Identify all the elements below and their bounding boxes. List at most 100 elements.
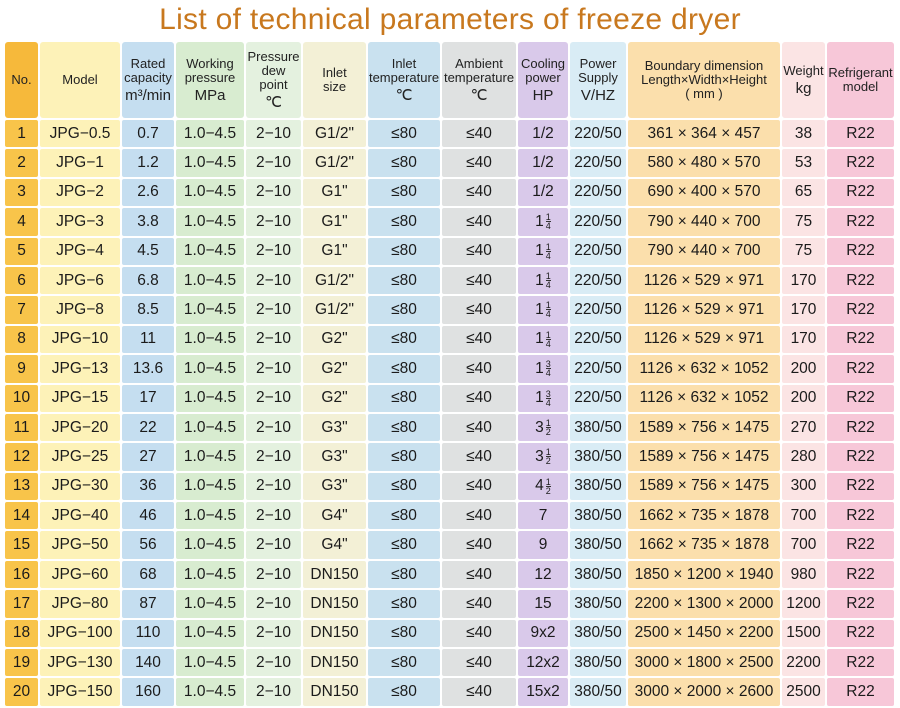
table-cell: R22 — [827, 120, 894, 148]
table-cell: 22 — [122, 413, 174, 442]
table-cell: R22 — [827, 531, 894, 559]
table-cell: ≤40 — [442, 649, 516, 677]
column-header-text: dew — [261, 63, 286, 78]
table-cell: DN150 — [303, 590, 366, 618]
column-header-text: Working — [186, 56, 234, 71]
column-header-unit: m³/min — [125, 87, 171, 104]
table-cell: 53 — [782, 149, 825, 177]
table-cell: 200 — [782, 384, 825, 412]
table-cell: JPG−6 — [40, 266, 120, 295]
table-cell: 110 — [122, 619, 174, 648]
table-cell: 2−10 — [246, 325, 301, 354]
table-cell: ≤40 — [442, 325, 516, 354]
table-cell: 2.6 — [122, 178, 174, 207]
column-header-unit: ℃ — [470, 87, 488, 104]
table-cell: ≤80 — [368, 619, 440, 648]
table-row: 14 JPG−40 46 1.0−4.5 2−10 G4" ≤80 ≤40 7 380/50 166… — [5, 502, 894, 530]
table-cell: 1.0−4.5 — [176, 178, 244, 207]
table-cell: 1.0−4.5 — [176, 678, 244, 706]
table-cell: 220/50 — [570, 149, 626, 177]
table-cell: 2−10 — [246, 208, 301, 236]
table-cell: JPG−130 — [40, 649, 120, 677]
column-header-text: Inlet — [322, 65, 347, 80]
table-row: 10 JPG−15 17 1.0−4.5 2−10 G2" ≤80 ≤40 1 3 4 220/50 1… — [5, 384, 894, 412]
column-header-text: Weight — [783, 63, 824, 78]
table-cell: 68 — [122, 560, 174, 589]
table-cell: ≤40 — [442, 178, 516, 207]
table-row: 13 JPG−30 36 1.0−4.5 2−10 G3" ≤80 ≤40 4 1 2 380/50 1… — [5, 472, 894, 501]
table-cell: 3 — [5, 178, 38, 207]
column-header-text: ( mm ) — [685, 86, 723, 101]
table-cell: 2−10 — [246, 443, 301, 471]
table-row: 16 JPG−60 68 1.0−4.5 2−10 DN150 ≤80 ≤40 12 380/50… — [5, 560, 894, 589]
table-cell: ≤40 — [442, 619, 516, 648]
table-cell: DN150 — [303, 619, 366, 648]
column-header: Ambient temperature ℃ — [442, 42, 516, 118]
table-cell: 7 — [5, 296, 38, 324]
table-cell: 2−10 — [246, 678, 301, 706]
table-cell: 10 — [5, 384, 38, 412]
table-cell: ≤80 — [368, 560, 440, 589]
table-cell: ≤80 — [368, 266, 440, 295]
table-cell: 2−10 — [246, 120, 301, 148]
table-cell: 1850 × 1200 × 1940 — [628, 560, 780, 589]
table-cell: 1.0−4.5 — [176, 266, 244, 295]
table-cell: ≤80 — [368, 531, 440, 559]
table-cell: 3000 × 1800 × 2500 — [628, 649, 780, 677]
table-cell: 170 — [782, 325, 825, 354]
column-header-text: power — [525, 70, 561, 85]
column-header: Inlet temperature ℃ — [368, 42, 440, 118]
table-cell: G1/2" — [303, 149, 366, 177]
table-cell: 361 × 364 × 457 — [628, 120, 780, 148]
table-cell: 380/50 — [570, 472, 626, 501]
table-cell: ≤80 — [368, 384, 440, 412]
table-row: 17 JPG−80 87 1.0−4.5 2−10 DN150 ≤80 ≤40 15 380/50… — [5, 590, 894, 618]
table-cell: ≤40 — [442, 384, 516, 412]
column-header-text: size — [322, 79, 347, 94]
table-cell: 17 — [122, 384, 174, 412]
table-row: 19 JPG−130 140 1.0−4.5 2−10 DN150 ≤80 ≤40 12x2 38… — [5, 649, 894, 677]
column-header-text: Model — [62, 72, 98, 87]
table-cell: 5 — [5, 237, 38, 265]
table-cell: 2−10 — [246, 531, 301, 559]
column-header-text: Inlet — [391, 56, 417, 71]
table-cell: 75 — [782, 237, 825, 265]
table-cell: 220/50 — [570, 325, 626, 354]
table-cell: 9 — [518, 531, 568, 559]
table-cell: R22 — [827, 413, 894, 442]
table-cell: R22 — [827, 619, 894, 648]
column-header: Boundary dimension Length×Width×Height( m… — [628, 42, 780, 118]
table-cell: 1589 × 756 × 1475 — [628, 472, 780, 501]
table-cell: 1/2 — [518, 149, 568, 177]
table-cell: 220/50 — [570, 266, 626, 295]
table-cell: R22 — [827, 237, 894, 265]
table-cell: 1.2 — [122, 149, 174, 177]
table-cell: ≤80 — [368, 296, 440, 324]
table-cell: 8.5 — [122, 296, 174, 324]
table-cell: R22 — [827, 590, 894, 618]
table-row: 20 JPG−150 160 1.0−4.5 2−10 DN150 ≤80 ≤40 15x2 38… — [5, 678, 894, 706]
table-cell: 2500 × 1450 × 2200 — [628, 619, 780, 648]
table-cell: 1.0−4.5 — [176, 384, 244, 412]
column-header-text: Rated — [130, 56, 166, 71]
column-header-unit: ℃ — [265, 94, 282, 111]
table-cell: 2−10 — [246, 649, 301, 677]
table-cell: ≤40 — [442, 413, 516, 442]
table-cell: 0.7 — [122, 120, 174, 148]
table-cell: 1662 × 735 × 1878 — [628, 531, 780, 559]
table-cell: 790 × 440 × 700 — [628, 208, 780, 236]
table-cell: ≤40 — [442, 355, 516, 383]
table-cell: 380/50 — [570, 502, 626, 530]
table-cell: 220/50 — [570, 178, 626, 207]
table-cell: ≤80 — [368, 237, 440, 265]
table-cell: 1662 × 735 × 1878 — [628, 502, 780, 530]
table-cell: 9x2 — [518, 619, 568, 648]
table-cell: 380/50 — [570, 619, 626, 648]
table-row: 8 JPG−10 11 1.0−4.5 2−10 G2" ≤80 ≤40 1 1 4 220/50 11… — [5, 325, 894, 354]
table-cell: R22 — [827, 266, 894, 295]
table-cell: 380/50 — [570, 443, 626, 471]
table-cell: 2−10 — [246, 472, 301, 501]
table-cell: 200 — [782, 355, 825, 383]
